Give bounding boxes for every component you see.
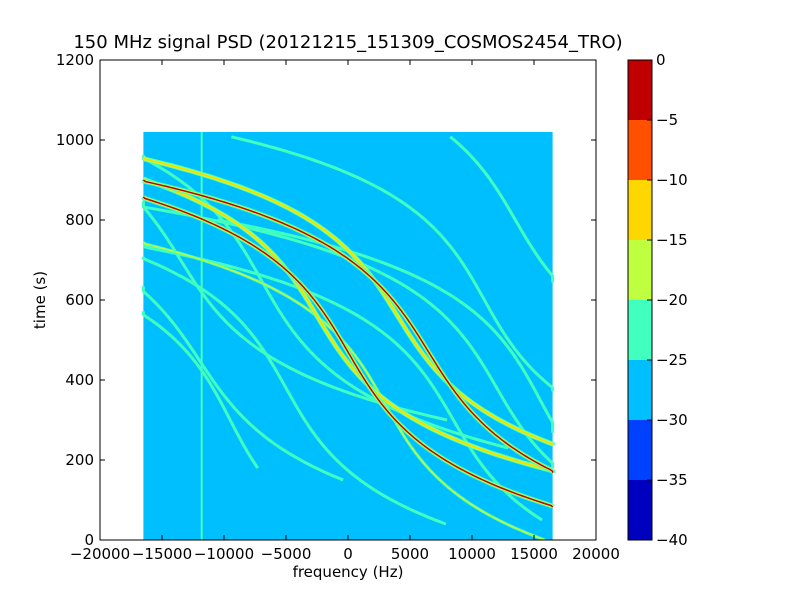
doppler-track-13 [216,218,555,433]
doppler-track-0 [141,195,555,509]
doppler-track-core-6 [142,200,448,421]
doppler-track-core-13 [217,219,554,433]
colorbar: 0 −5 −10 −15 −20 −25 −30 −35 −40 [627,51,688,549]
doppler-track-core-1 [142,179,554,473]
x-axis: −20000 −15000 −10000 −5000 0 5000 10000 15000 20… [70,60,620,563]
doppler-track-6 [141,200,448,422]
colorbar-tick-label: −40 [656,531,688,549]
x-tick-label: −5000 [261,545,312,563]
colorbar-tick-label: −30 [656,411,688,429]
doppler-track-core-7 [449,136,554,283]
x-tick-label: −20000 [70,545,130,563]
y-tick-label: 600 [65,291,94,309]
y-axis: 0 200 400 600 800 1000 1200 [56,51,596,549]
doppler-track-3 [141,155,556,447]
doppler-track-core-14 [231,136,554,392]
doppler-track-core-2 [142,177,553,472]
colorbar-tick-label: −15 [656,231,688,249]
colorbar-tick-label: −5 [656,111,678,129]
doppler-track-5 [141,286,344,482]
doppler-track-7 [449,135,555,283]
y-tick-label: 400 [65,371,94,389]
colorbar-band [628,300,652,360]
colorbar-tick-label: −35 [656,471,688,489]
colorbar-tick-label: −25 [656,351,688,369]
x-tick-label: 20000 [572,545,620,563]
colorbar-band [628,120,652,180]
y-tick-label: 200 [65,451,94,469]
doppler-track-11 [141,256,447,526]
x-tick-label: 15000 [510,545,558,563]
colorbar-band [628,420,652,480]
y-tick-label: 0 [84,531,94,549]
colorbar-tick-label: −10 [656,171,688,189]
doppler-track-core-12 [142,311,259,469]
doppler-track-core-5 [142,286,344,481]
x-tick-label: 10000 [448,545,496,563]
x-tick-label: 0 [343,545,353,563]
y-tick-label: 1200 [56,51,94,69]
y-tick-label: 800 [65,211,94,229]
x-tick-label: −15000 [132,545,192,563]
x-tick-label: −10000 [194,545,254,563]
doppler-track-10 [144,205,555,468]
doppler-track-1 [141,177,556,474]
doppler-track-14 [231,135,555,392]
x-axis-label: frequency (Hz) [293,563,404,581]
colorbar-tick-label: 0 [656,51,666,69]
x-tick-label: 5000 [391,545,429,563]
doppler-track-core-0 [142,196,554,508]
y-tick-label: 1000 [56,131,94,149]
spectrogram [141,132,556,540]
colorbar-tick-label: −20 [656,291,688,309]
doppler-track-2 [141,176,554,474]
y-axis-label: time (s) [31,271,49,329]
doppler-track-12 [141,311,259,469]
doppler-track-core-11 [142,256,447,525]
doppler-track-core-10 [144,206,554,468]
colorbar-band [628,180,652,240]
chart-title: 150 MHz signal PSD (20121215_151309_COSM… [73,32,622,53]
colorbar-band [628,240,652,300]
colorbar-band [628,360,652,420]
doppler-track-core-3 [142,157,554,446]
colorbar-band [628,60,652,120]
colorbar-band [628,480,652,540]
